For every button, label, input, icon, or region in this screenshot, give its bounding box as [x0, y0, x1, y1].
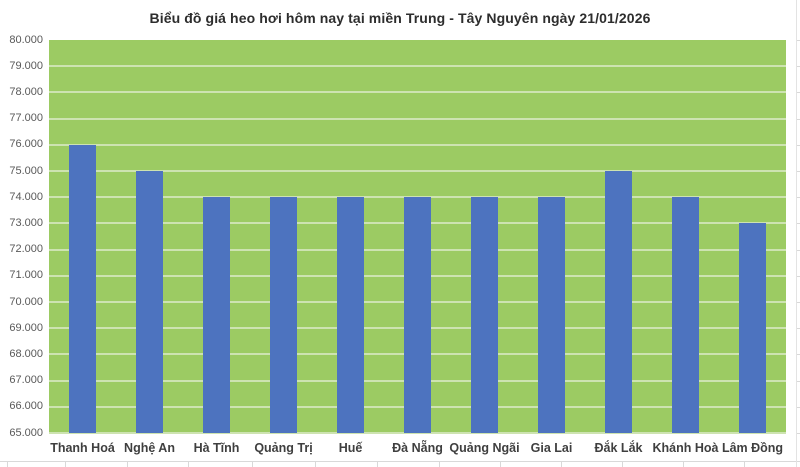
sheet-row-tick: [797, 249, 800, 251]
sheet-column-border: [744, 462, 745, 467]
x-category-label: Đà Nẵng: [392, 441, 443, 455]
x-category-label: Huế: [338, 441, 363, 455]
bar: [69, 144, 96, 433]
y-tick-label: 69.000: [9, 321, 43, 334]
sheet-row-tick: [797, 92, 800, 94]
y-tick-label: 66.000: [9, 400, 43, 413]
bar: [605, 171, 632, 433]
sheet-row-tick: [797, 302, 800, 303]
x-category-label: Lâm Đồng: [721, 441, 784, 455]
y-tick-label: 65.000: [9, 426, 43, 439]
sheet-row-tick: [797, 328, 800, 330]
sheet-column-border: [561, 462, 562, 467]
y-tick-label: 77.000: [9, 112, 43, 125]
x-category-label: Đắk Lắk: [594, 441, 643, 455]
sheet-column-border: [622, 462, 623, 467]
bar: [538, 197, 565, 433]
sheet-column-border: [500, 462, 501, 467]
bar: [404, 197, 431, 433]
y-tick-label: 79.000: [9, 59, 43, 72]
sheet-column-border-right: [796, 0, 797, 467]
gridline: [49, 91, 786, 94]
y-tick-label: 72.000: [9, 243, 43, 256]
sheet-column-border: [315, 462, 316, 467]
gridline: [49, 65, 786, 68]
sheet-row-tick: [797, 223, 800, 225]
sheet-row-tick: [797, 40, 800, 41]
x-category-label: Quảng Ngãi: [449, 441, 520, 455]
sheet-column-border: [439, 462, 440, 467]
y-tick-label: 80.000: [9, 33, 43, 46]
sheet-row-tick: [797, 380, 800, 382]
sheet-row-border: [0, 461, 800, 462]
x-category-label: Nghệ An: [124, 441, 175, 455]
sheet-column-border: [188, 462, 189, 467]
y-tick-label: 75.000: [9, 164, 43, 177]
sheet-row-tick: [797, 275, 800, 277]
sheet-row-tick: [797, 66, 800, 68]
bar: [337, 197, 364, 433]
sheet-row-tick: [797, 118, 800, 120]
plot-area: [49, 40, 786, 434]
y-tick-label: 67.000: [9, 374, 43, 387]
sheet-column-border: [377, 462, 378, 467]
sheet-column-border: [127, 462, 128, 467]
sheet-row-tick: [797, 144, 800, 146]
gridline: [49, 432, 786, 434]
sheet-row-tick: [797, 171, 800, 172]
x-category-label: Quảng Trị: [254, 441, 313, 455]
gridline: [49, 143, 786, 146]
y-tick-label: 74.000: [9, 190, 43, 203]
bar: [739, 223, 766, 433]
y-tick-label: 76.000: [9, 138, 43, 151]
bar: [203, 197, 230, 433]
y-tick-label: 73.000: [9, 216, 43, 229]
bar: [672, 197, 699, 433]
bar: [136, 171, 163, 433]
gridline: [49, 117, 786, 120]
sheet-row-tick: [797, 433, 800, 434]
bar: [471, 197, 498, 433]
sheet-row-tick: [797, 354, 800, 356]
sheet-column-border: [7, 462, 8, 467]
sheet-column-border: [252, 462, 253, 467]
y-tick-label: 70.000: [9, 295, 43, 308]
y-tick-label: 68.000: [9, 347, 43, 360]
sheet-column-border: [65, 462, 66, 467]
x-category-label: Hà Tĩnh: [193, 441, 240, 455]
x-category-label: Khánh Hoà: [652, 441, 719, 455]
y-tick-label: 71.000: [9, 269, 43, 282]
bar: [270, 197, 297, 433]
y-tick-label: 78.000: [9, 85, 43, 98]
x-category-label: Gia Lai: [530, 441, 573, 455]
sheet-row-tick: [797, 406, 800, 408]
x-category-label: Thanh Hoá: [50, 441, 115, 455]
gridline: [49, 170, 786, 172]
sheet-column-border: [683, 462, 684, 467]
chart-title: Biểu đồ giá heo hơi hôm nay tại miền Tru…: [149, 10, 651, 26]
sheet-row-tick: [797, 197, 800, 199]
